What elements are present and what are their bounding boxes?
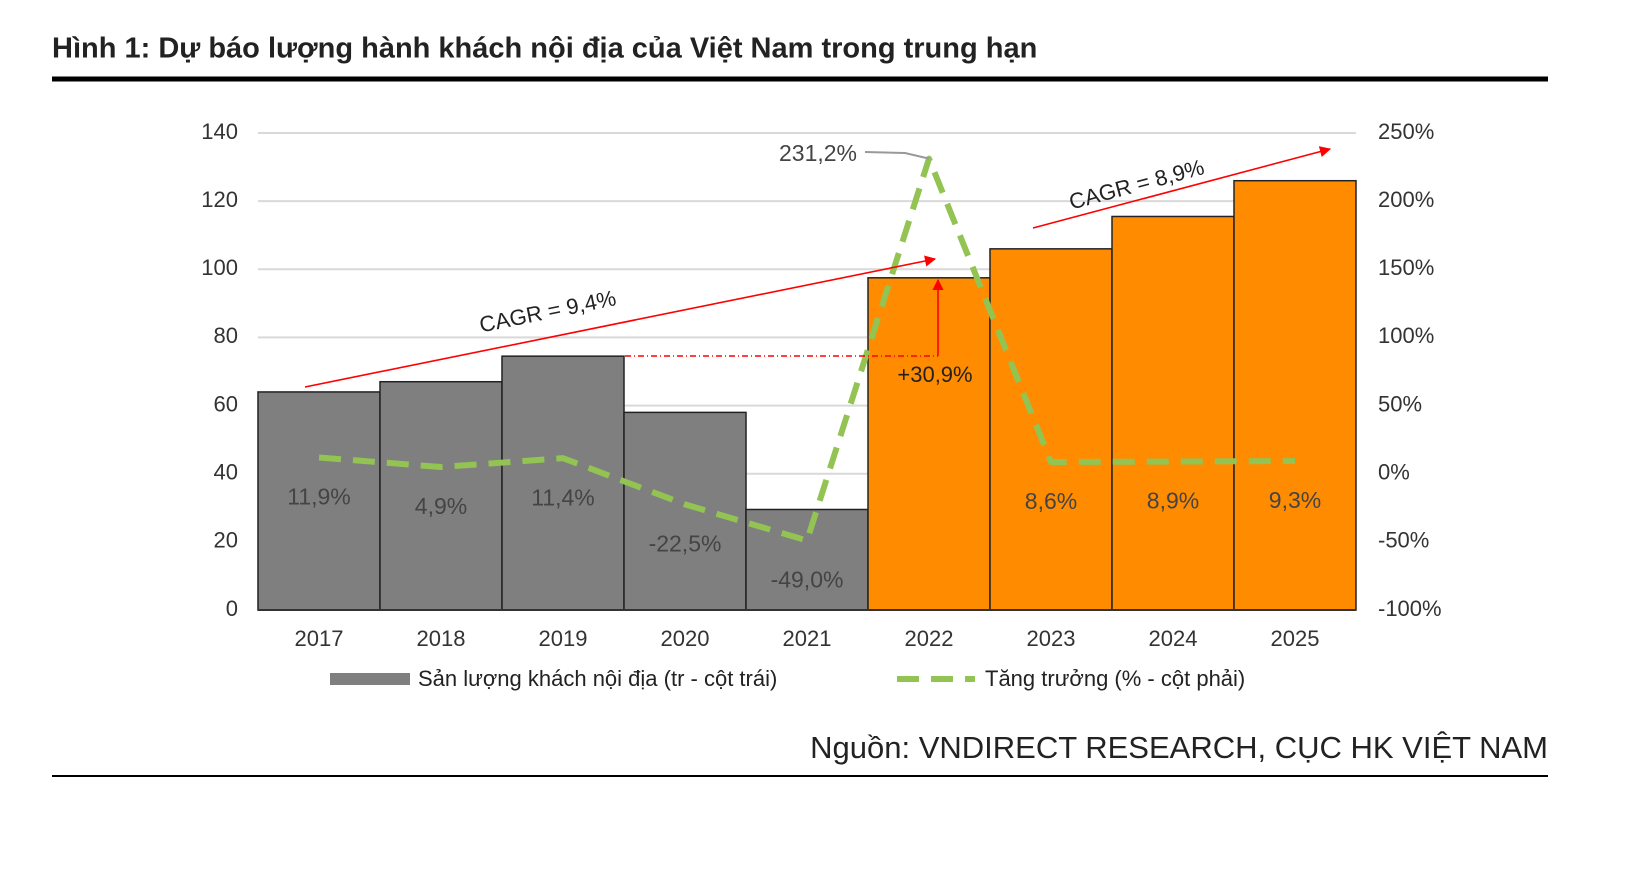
y2-tick-label: 0% (1378, 460, 1410, 485)
leader-line (864, 151, 930, 160)
x-tick-label: 2022 (905, 626, 954, 651)
cagr-arrow (304, 255, 937, 388)
bar (745, 508, 869, 611)
y-tick-label: 0 (226, 596, 238, 621)
y2-tick-label: 50% (1378, 391, 1422, 416)
x-tick-label: 2023 (1027, 626, 1076, 651)
value-label: 4,9% (415, 493, 467, 519)
legend-label: Sản lượng khách nội địa (tr - cột trái) (418, 666, 777, 691)
x-tick-label: 2024 (1149, 626, 1198, 651)
x-tick-label: 2018 (417, 626, 466, 651)
chart-title: Hình 1: Dự báo lượng hành khách nội địa … (52, 33, 1037, 65)
y-tick-label: 100 (201, 255, 238, 280)
cagr-arrow (1032, 146, 1332, 229)
annotation: +30,9% (897, 362, 972, 387)
value-label: 11,9% (287, 484, 351, 510)
value-label: 8,6% (1025, 488, 1077, 514)
source: Nguồn: VNDIRECT RESEARCH, CỤC HK VIỆT NA… (810, 730, 1548, 765)
bar (867, 277, 991, 611)
bar (623, 411, 747, 611)
x-tick-label: 2017 (295, 626, 344, 651)
value-label: -49,0% (771, 567, 844, 593)
y2-tick-label: 250% (1378, 119, 1434, 144)
x-tick-label: 2020 (661, 626, 710, 651)
y-tick-label: 80 (214, 323, 238, 348)
y2-tick-label: 150% (1378, 255, 1434, 280)
value-label: 11,4% (531, 484, 595, 510)
growth-line (318, 155, 1296, 544)
annotation: CAGR = 9,4% (477, 285, 618, 337)
legend-swatch (330, 673, 410, 685)
x-tick-label: 2025 (1271, 626, 1320, 651)
bar (989, 248, 1113, 611)
x-tick-label: 2021 (783, 626, 832, 651)
value-label: 8,9% (1147, 488, 1199, 514)
legend-label: Tăng trưởng (% - cột phải) (985, 666, 1245, 691)
annotation: CAGR = 8,9% (1066, 154, 1207, 214)
bar (501, 355, 625, 611)
x-tick-label: 2019 (539, 626, 588, 651)
value-label: 231,2% (779, 140, 857, 166)
y2-tick-label: -50% (1378, 528, 1429, 553)
y-tick-label: 140 (201, 119, 238, 144)
y2-tick-label: -100% (1378, 596, 1442, 621)
y-tick-label: 120 (201, 187, 238, 212)
y-tick-label: 20 (214, 528, 238, 553)
y-tick-label: 40 (214, 460, 238, 485)
y-tick-label: 60 (214, 391, 238, 416)
bar (1233, 179, 1357, 611)
y2-tick-label: 200% (1378, 187, 1434, 212)
y2-tick-label: 100% (1378, 323, 1434, 348)
bar (379, 380, 503, 611)
bar (1111, 215, 1235, 611)
value-label: 9,3% (1269, 487, 1321, 513)
value-label: -22,5% (649, 530, 722, 556)
